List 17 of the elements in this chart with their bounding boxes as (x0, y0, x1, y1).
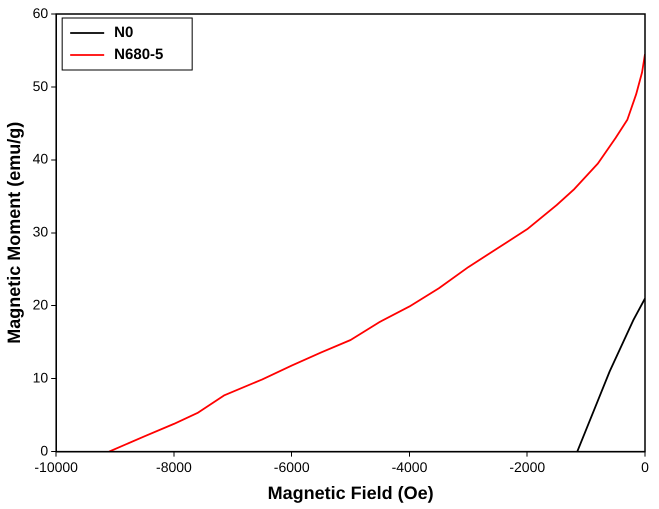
x-tick-label: -10000 (34, 458, 78, 475)
legend-label: N680-5 (114, 46, 164, 64)
y-tick-label: 10 (32, 370, 48, 386)
x-tick-label: -8000 (156, 458, 192, 475)
x-tick-label: 0 (641, 458, 650, 475)
y-tick-label: 40 (32, 150, 48, 167)
y-tick-label: 20 (32, 296, 48, 313)
x-tick-label: -2000 (509, 458, 546, 475)
x-tick-label: -6000 (274, 458, 310, 475)
x-tick-label: -4000 (392, 458, 428, 475)
y-tick-label: 0 (40, 442, 48, 458)
x-axis-title: Magnetic Field (Oe) (268, 483, 434, 504)
y-axis-title: Magnetic Moment (emu/g) (4, 122, 24, 344)
y-tick-label: 50 (32, 78, 48, 94)
y-tick-label: 30 (32, 224, 48, 240)
y-tick-label: 60 (32, 4, 48, 21)
legend-label: N0 (114, 24, 134, 42)
